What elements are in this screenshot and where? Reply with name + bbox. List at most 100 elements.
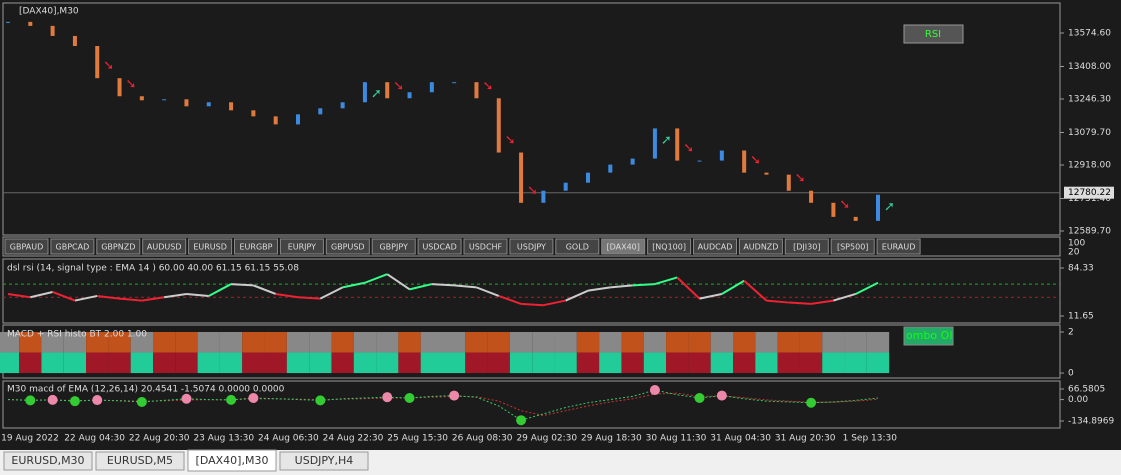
- histo-bar-bottom: [777, 352, 800, 374]
- symbol-button-label[interactable]: GOLD: [566, 243, 589, 252]
- symbol-button-label[interactable]: EURUSD: [193, 243, 227, 252]
- histo-bar-bottom: [63, 352, 87, 374]
- tab[interactable]: [279, 451, 369, 471]
- symbol-button[interactable]: [4, 238, 49, 255]
- candle: [95, 45, 100, 79]
- candle: [474, 82, 479, 99]
- rsi-segment: [498, 295, 522, 305]
- macd-dot: [248, 392, 259, 403]
- tab[interactable]: [3, 451, 93, 471]
- symbol-button-label[interactable]: USDJPY: [517, 243, 546, 252]
- symbol-button[interactable]: [647, 238, 692, 255]
- symbol-button-label[interactable]: EURJPY: [288, 243, 316, 252]
- last-price-label: 12780.22: [1068, 188, 1111, 198]
- symbol-button-label[interactable]: [SP500]: [837, 243, 868, 252]
- symbol-button[interactable]: [50, 238, 95, 255]
- candle: [251, 110, 256, 117]
- rsi-segment: [721, 279, 745, 295]
- tab[interactable]: [187, 449, 277, 472]
- histo-bar-top: [130, 331, 153, 353]
- tab-label[interactable]: USDJPY,H4: [295, 454, 354, 467]
- histo-bar-top: [376, 331, 399, 353]
- symbol-button-label[interactable]: EURAUD: [882, 243, 916, 252]
- histo-bar-top: [0, 331, 20, 353]
- histo-bar-top: [353, 331, 377, 353]
- symbol-button-label[interactable]: GBPUSD: [331, 243, 365, 252]
- symbol-button[interactable]: [417, 238, 462, 255]
- symbol-button[interactable]: [279, 238, 324, 255]
- signal-arrow: ➘: [482, 79, 493, 94]
- tab-label[interactable]: EURUSD,M5: [107, 454, 173, 467]
- histo-bar-bottom: [219, 352, 243, 374]
- y-tick-label: -134.8969: [1068, 416, 1114, 426]
- rsi-segment: [275, 292, 299, 299]
- histo-bar-bottom: [688, 352, 711, 374]
- histo-bar-bottom: [733, 352, 756, 374]
- histo-bar-top: [710, 331, 733, 353]
- histo-bar-top: [197, 331, 220, 353]
- rsi-segment: [855, 281, 879, 295]
- histo-bar-bottom: [197, 352, 220, 374]
- symbol-button[interactable]: [509, 238, 554, 255]
- symbol-label: [DAX40],M30: [19, 7, 79, 17]
- symbol-button[interactable]: [830, 238, 875, 255]
- symbol-button[interactable]: [96, 238, 141, 255]
- histo-bar-bottom: [822, 352, 845, 374]
- symbol-button-label[interactable]: GBPAUD: [10, 243, 44, 252]
- symbol-button[interactable]: [693, 238, 737, 255]
- rsi-segment: [431, 283, 455, 287]
- histo-bar-bottom: [353, 352, 377, 374]
- rsi-segment: [364, 273, 388, 284]
- histo-bar-bottom: [599, 352, 622, 374]
- rsi-segment: [342, 281, 366, 289]
- symbol-button[interactable]: [188, 238, 233, 255]
- symbol-button-label[interactable]: USDCHF: [469, 243, 503, 252]
- symbol-button-label[interactable]: GBPNZD: [101, 243, 135, 252]
- symbol-button-label[interactable]: EURGBP: [240, 243, 273, 252]
- macd-dot: [315, 395, 326, 406]
- candle: [50, 25, 55, 36]
- histo-bar-top: [286, 331, 310, 353]
- signal-arrow: ➘: [393, 79, 404, 94]
- rsi-segment: [632, 283, 655, 287]
- histo-bar-top: [643, 331, 667, 353]
- tab-label[interactable]: [DAX40],M30: [196, 454, 269, 467]
- rsi-button-label[interactable]: RSI: [925, 29, 941, 40]
- symbol-button[interactable]: [738, 238, 783, 255]
- histo-bar-top: [799, 331, 823, 353]
- symbol-button-label[interactable]: AUDCAD: [698, 243, 733, 252]
- tab-label[interactable]: EURUSD,M30: [11, 454, 84, 467]
- histo-bar-bottom: [710, 352, 733, 374]
- symbol-button-label[interactable]: AUDNZD: [743, 243, 778, 252]
- tab[interactable]: [95, 451, 185, 471]
- signal-arrow: ➘: [527, 183, 538, 198]
- symbol-button[interactable]: [142, 238, 187, 255]
- symbol-button[interactable]: [876, 238, 921, 255]
- symbol-button[interactable]: [234, 238, 278, 255]
- symbol-button-label[interactable]: AUDUSD: [147, 243, 182, 252]
- candle: [28, 21, 33, 26]
- symbol-button[interactable]: [371, 238, 416, 255]
- histo-bar-bottom: [264, 352, 287, 374]
- symbol-button-label[interactable]: [NQ100]: [652, 243, 686, 252]
- symbol-button-label[interactable]: [DAX40]: [606, 243, 639, 252]
- rsi-button[interactable]: [903, 24, 964, 44]
- rsi-segment: [699, 292, 723, 300]
- symbol-button[interactable]: [601, 238, 646, 255]
- symbol-button[interactable]: [784, 238, 829, 255]
- y-tick-label: 20: [1068, 248, 1080, 258]
- rsi-segment: [521, 302, 544, 307]
- symbol-button-label[interactable]: GBPJPY: [379, 243, 408, 252]
- histo-bar-bottom: [331, 352, 354, 374]
- symbol-button[interactable]: [325, 238, 370, 255]
- histo-bar-top: [86, 331, 109, 353]
- rsi-segment: [476, 286, 500, 297]
- symbol-button-label[interactable]: [DJI30]: [793, 243, 820, 252]
- symbol-button-label[interactable]: GBPCAD: [56, 243, 90, 252]
- candle: [340, 102, 345, 109]
- symbol-button[interactable]: [555, 238, 600, 255]
- symbol-button[interactable]: [463, 238, 508, 255]
- symbol-button-label[interactable]: USDCAD: [422, 243, 456, 252]
- histo-bar-bottom: [509, 352, 533, 374]
